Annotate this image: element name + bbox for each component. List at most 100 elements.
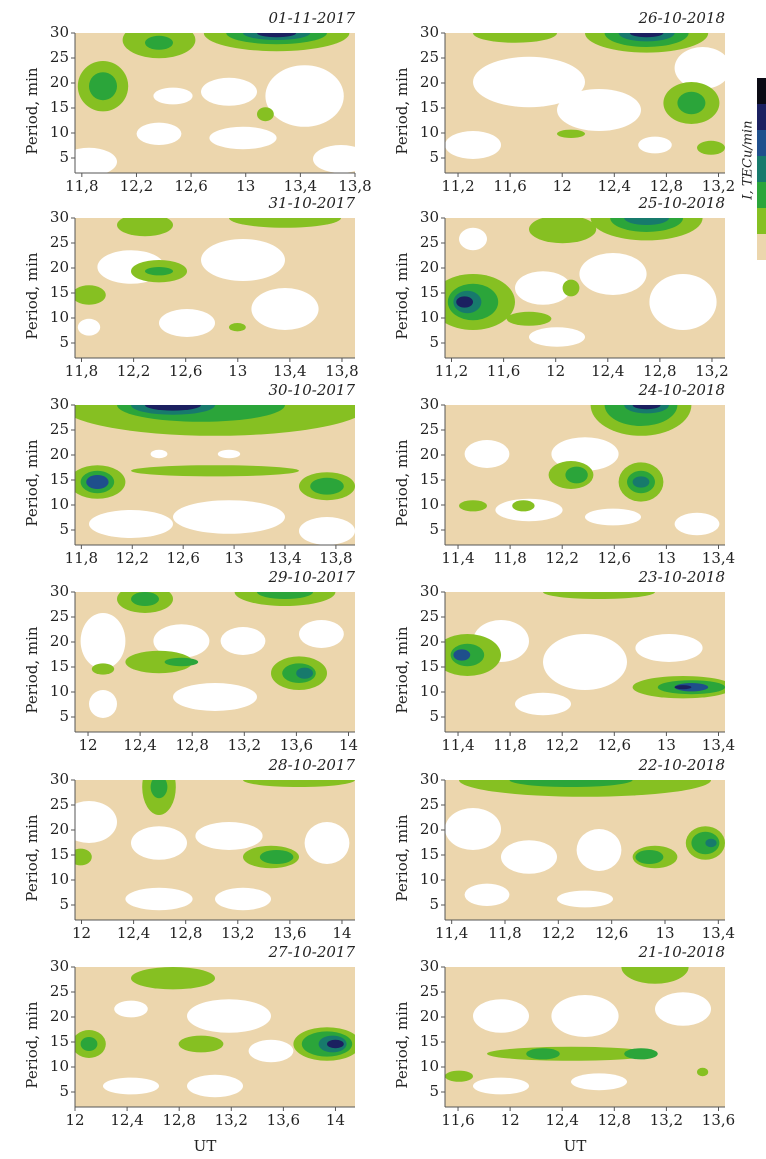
contour-hole bbox=[571, 1073, 627, 1091]
contour-hole bbox=[515, 271, 571, 305]
contour-field bbox=[445, 967, 725, 1107]
contour-hole bbox=[159, 309, 215, 337]
contour-hole bbox=[464, 440, 510, 468]
contour-level bbox=[75, 285, 106, 305]
x-tick-label: 13,2 bbox=[702, 177, 735, 195]
x-tick-label: 13,8 bbox=[319, 549, 352, 567]
y-axis-label: Period, min bbox=[23, 252, 41, 339]
contour-level bbox=[697, 1067, 709, 1077]
contour-hole bbox=[153, 87, 193, 105]
contour-hole bbox=[217, 449, 241, 459]
contour-field bbox=[445, 592, 725, 732]
y-tick-label: 25 bbox=[420, 48, 439, 66]
y-tick-label: 20 bbox=[420, 445, 439, 463]
y-axis-label: Period, min bbox=[23, 1001, 41, 1088]
x-tick-label: 13,4 bbox=[702, 736, 735, 754]
contour-level bbox=[75, 848, 92, 866]
colorbar-swatch bbox=[757, 234, 766, 260]
x-tick-label: 11,4 bbox=[441, 549, 474, 567]
panel-title: 23-10-2018 bbox=[638, 568, 725, 586]
x-tick-label: 13,4 bbox=[702, 924, 735, 942]
contour-hole bbox=[638, 136, 672, 154]
contour-hole bbox=[557, 89, 641, 131]
contour-level bbox=[459, 500, 487, 512]
contour-hole bbox=[473, 1077, 529, 1095]
contour-hole bbox=[459, 227, 487, 251]
y-tick-label: 25 bbox=[420, 982, 439, 1000]
panel-title: 21-10-2018 bbox=[638, 943, 725, 961]
contour-level bbox=[635, 850, 664, 864]
contour-hole bbox=[89, 690, 117, 718]
contour-hole bbox=[635, 634, 703, 662]
contour-level bbox=[229, 323, 246, 332]
y-tick-label: 15 bbox=[420, 98, 439, 116]
contour-hole bbox=[674, 512, 720, 536]
panel: 5 10 15 20 25 30 11,4 11,8 12,2 12,6 13 13,4 24-10-2… bbox=[393, 381, 735, 567]
y-axis-label: Period, min bbox=[23, 626, 41, 713]
y-tick-label: 10 bbox=[420, 308, 439, 326]
x-tick-label: 11,8 bbox=[488, 924, 521, 942]
contour-hole bbox=[77, 318, 101, 336]
y-tick-label: 25 bbox=[50, 233, 69, 251]
contour-level bbox=[632, 476, 650, 488]
contour-level bbox=[117, 218, 173, 237]
y-tick-label: 10 bbox=[50, 682, 69, 700]
colorbar-swatch bbox=[757, 104, 766, 130]
x-tick-label: 13,2 bbox=[650, 1111, 683, 1129]
y-tick-label: 20 bbox=[50, 1007, 69, 1025]
x-tick-label: 12,4 bbox=[546, 1111, 579, 1129]
contour-hole bbox=[103, 1077, 159, 1095]
contour-hole bbox=[515, 692, 571, 716]
y-tick-label: 30 bbox=[50, 23, 69, 41]
x-tick-label: 12,8 bbox=[598, 1111, 631, 1129]
contour-background bbox=[75, 218, 355, 358]
x-tick-label: 11,4 bbox=[441, 736, 474, 754]
x-tick-label: 11,8 bbox=[493, 736, 526, 754]
contour-level bbox=[125, 650, 193, 674]
y-tick-label: 10 bbox=[50, 495, 69, 513]
x-tick-label: 12,2 bbox=[117, 362, 150, 380]
y-tick-label: 5 bbox=[59, 895, 69, 913]
contour-level bbox=[509, 780, 633, 787]
panel: 5 10 15 20 25 30 11,6 12 12,4 12,8 13,2 13,6 21-10-2… bbox=[393, 943, 735, 1155]
contour-hole bbox=[579, 253, 647, 295]
y-tick-label: 15 bbox=[50, 1032, 69, 1050]
x-tick-label: 14 bbox=[332, 924, 351, 942]
x-tick-label: 14 bbox=[339, 736, 358, 754]
x-tick-label: 12,6 bbox=[595, 924, 628, 942]
contour-hole bbox=[89, 510, 173, 538]
y-tick-label: 10 bbox=[50, 123, 69, 141]
x-tick-label: 11,6 bbox=[441, 1111, 474, 1129]
x-tick-label: 13,2 bbox=[228, 736, 261, 754]
contour-field bbox=[75, 780, 355, 920]
y-tick-label: 10 bbox=[50, 308, 69, 326]
y-tick-label: 5 bbox=[59, 520, 69, 538]
contour-hole bbox=[173, 500, 285, 534]
x-tick-label: 12,6 bbox=[169, 362, 202, 380]
panel-title: 22-10-2018 bbox=[638, 756, 725, 774]
contour-hole bbox=[248, 1039, 294, 1063]
x-tick-label: 13,4 bbox=[284, 177, 317, 195]
y-axis-label: Period, min bbox=[23, 814, 41, 901]
y-tick-label: 5 bbox=[59, 333, 69, 351]
y-tick-label: 30 bbox=[420, 23, 439, 41]
contour-hole bbox=[153, 624, 210, 658]
contour-hole bbox=[265, 65, 344, 127]
panel: 5 10 15 20 25 30 11,8 12,2 12,6 13 13,4 13,8 30-10-2… bbox=[23, 381, 355, 567]
y-tick-label: 15 bbox=[420, 1032, 439, 1050]
y-tick-label: 15 bbox=[50, 845, 69, 863]
colorbar-swatch bbox=[757, 208, 766, 234]
panel-title: 01-11-2017 bbox=[269, 9, 356, 27]
contour-hole bbox=[585, 508, 641, 526]
y-tick-label: 5 bbox=[429, 148, 439, 166]
x-tick-label: 12,8 bbox=[169, 924, 202, 942]
contour-level bbox=[145, 405, 201, 411]
y-tick-label: 15 bbox=[420, 283, 439, 301]
x-tick-label: 12,4 bbox=[598, 177, 631, 195]
contour-level bbox=[705, 838, 717, 848]
x-tick-label: 12,4 bbox=[117, 924, 150, 942]
contour-hole bbox=[220, 627, 266, 655]
panel: 5 10 15 20 25 30 11,8 12,2 12,6 13 13,4 13,8 31-10-2… bbox=[23, 194, 359, 380]
panel: 5 10 15 20 25 30 12 12,4 12,8 13,2 13,6 14 28-10-201… bbox=[23, 756, 355, 942]
x-tick-label: 11,8 bbox=[493, 549, 526, 567]
